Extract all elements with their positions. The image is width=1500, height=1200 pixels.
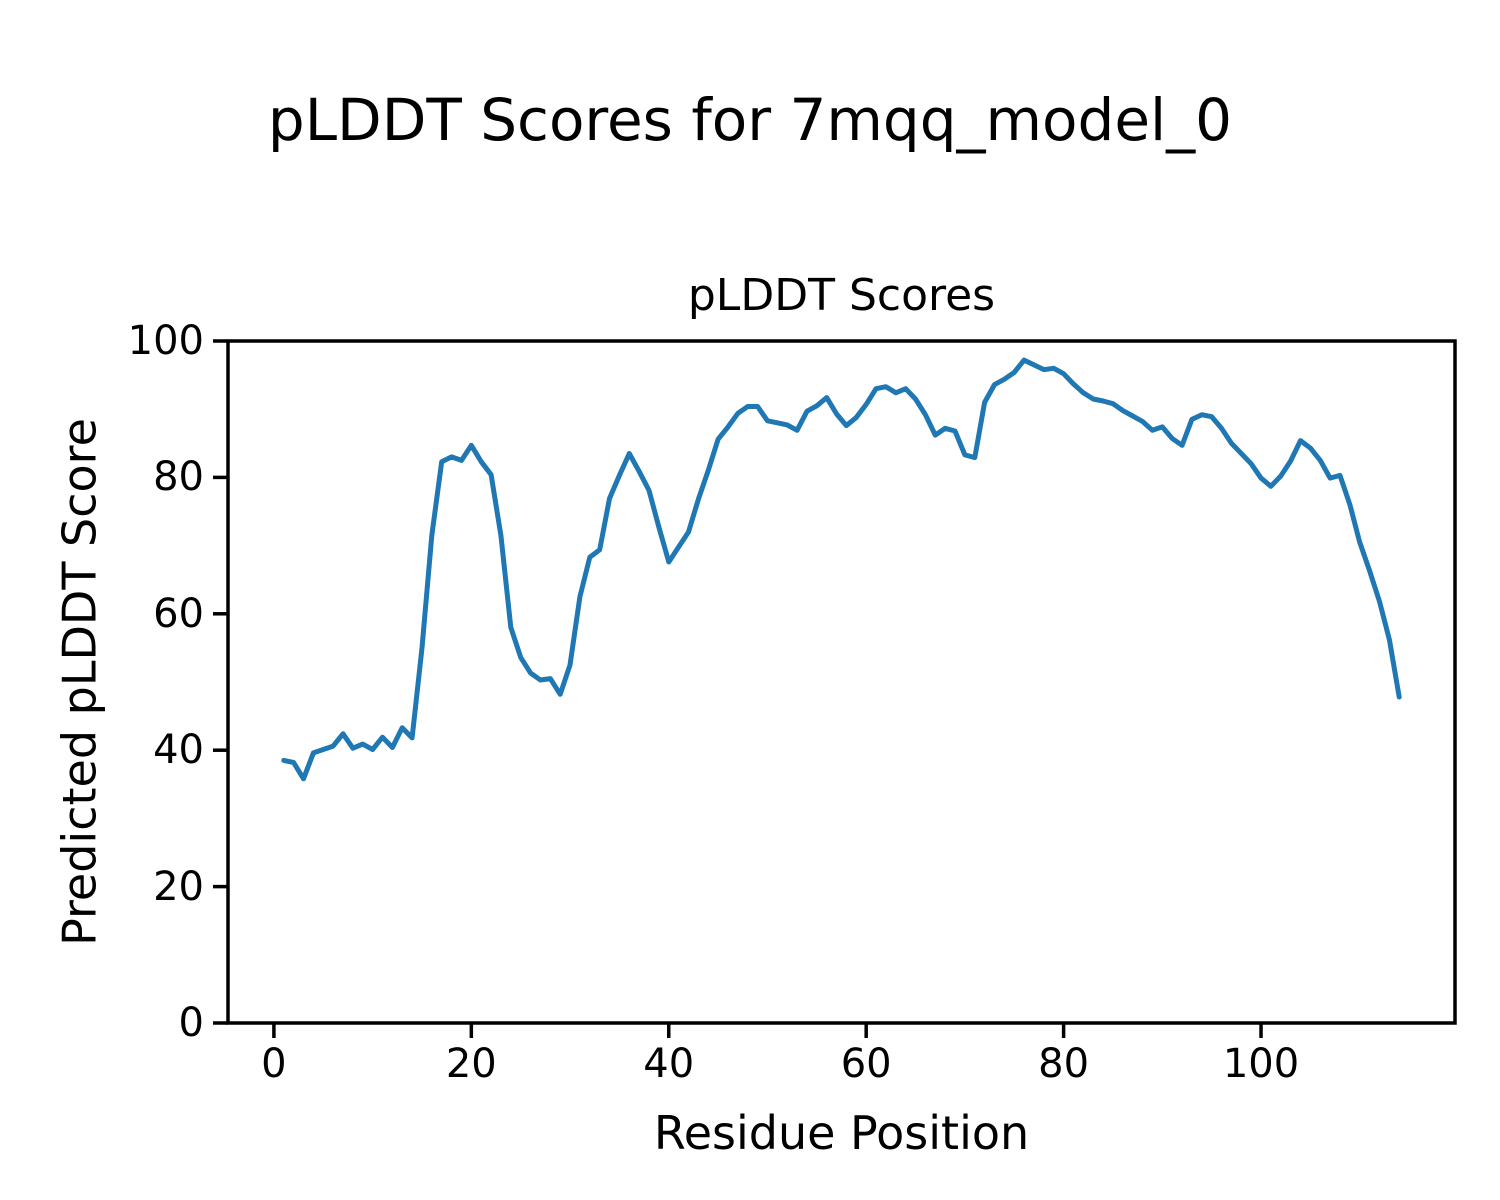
axes-frame: [226, 339, 1457, 1025]
y-tick-label: 0: [178, 1000, 204, 1046]
x-axis-label: Residue Position: [653, 1106, 1030, 1160]
y-tick-label: 60: [153, 590, 204, 637]
x-tick-label: 60: [840, 1041, 892, 1087]
y-tick-label: 100: [127, 318, 204, 364]
x-tick-label: 40: [643, 1041, 695, 1087]
x-tick-label: 80: [1038, 1041, 1090, 1087]
y-tick-label: 20: [153, 863, 204, 910]
y-tick-label: 80: [153, 454, 204, 501]
x-tick-label: 100: [1222, 1041, 1300, 1087]
axes-title: pLDDT Scores: [687, 270, 996, 321]
tick-marks: [213, 339, 1263, 1038]
plddt-line-series: [281, 357, 1402, 782]
x-tick-label: 20: [445, 1041, 497, 1087]
figure-suptitle: pLDDT Scores for 7mqq_model_0: [267, 86, 1233, 154]
x-tick-label: 0: [261, 1041, 287, 1087]
y-tick-label: 40: [153, 727, 204, 774]
